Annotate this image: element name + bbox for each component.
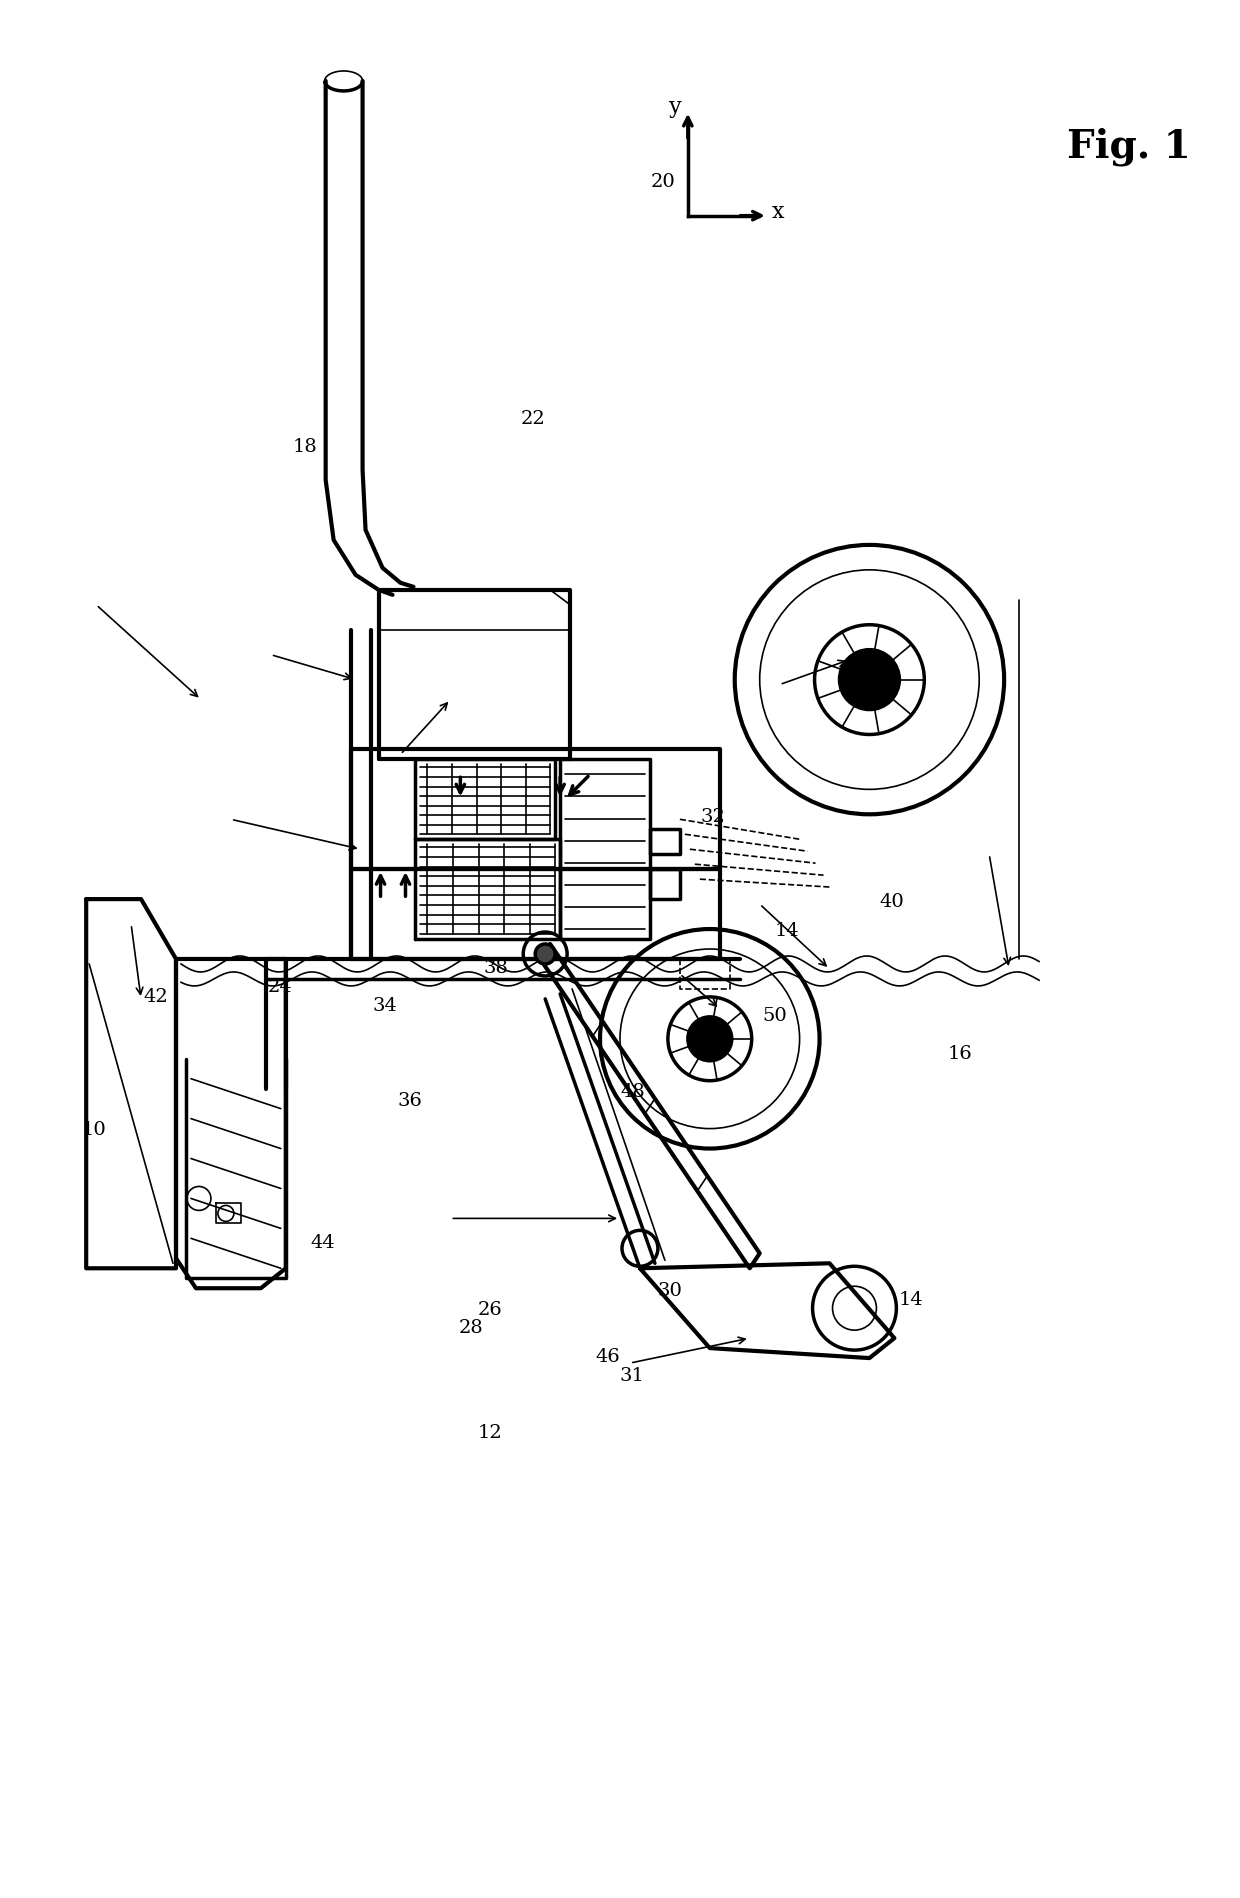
Text: 30: 30: [657, 1281, 682, 1298]
Text: 22: 22: [521, 410, 546, 427]
Text: y: y: [670, 95, 682, 118]
Text: 26: 26: [477, 1300, 502, 1317]
Text: 20: 20: [651, 173, 676, 192]
Text: 36: 36: [397, 1091, 422, 1110]
Text: 18: 18: [293, 438, 317, 456]
Text: 14: 14: [775, 921, 800, 940]
Text: Fig. 1: Fig. 1: [1066, 127, 1190, 165]
Circle shape: [688, 1017, 732, 1061]
Text: 50: 50: [763, 1006, 787, 1025]
Text: 14: 14: [898, 1291, 923, 1308]
Text: 44: 44: [311, 1234, 336, 1251]
Text: x: x: [771, 201, 784, 222]
Text: 12: 12: [477, 1424, 502, 1441]
Text: 38: 38: [484, 958, 508, 977]
Circle shape: [536, 945, 556, 964]
Text: 34: 34: [372, 996, 397, 1015]
Text: 42: 42: [144, 987, 169, 1006]
Text: 24: 24: [268, 977, 293, 996]
Text: 40: 40: [880, 892, 904, 911]
Text: 46: 46: [595, 1348, 620, 1365]
Text: 32: 32: [701, 807, 725, 826]
Text: 16: 16: [947, 1044, 972, 1063]
Text: 10: 10: [82, 1120, 107, 1139]
Text: 48: 48: [620, 1082, 645, 1101]
Circle shape: [839, 651, 899, 710]
Text: 28: 28: [459, 1319, 484, 1336]
Text: 31: 31: [620, 1367, 645, 1384]
